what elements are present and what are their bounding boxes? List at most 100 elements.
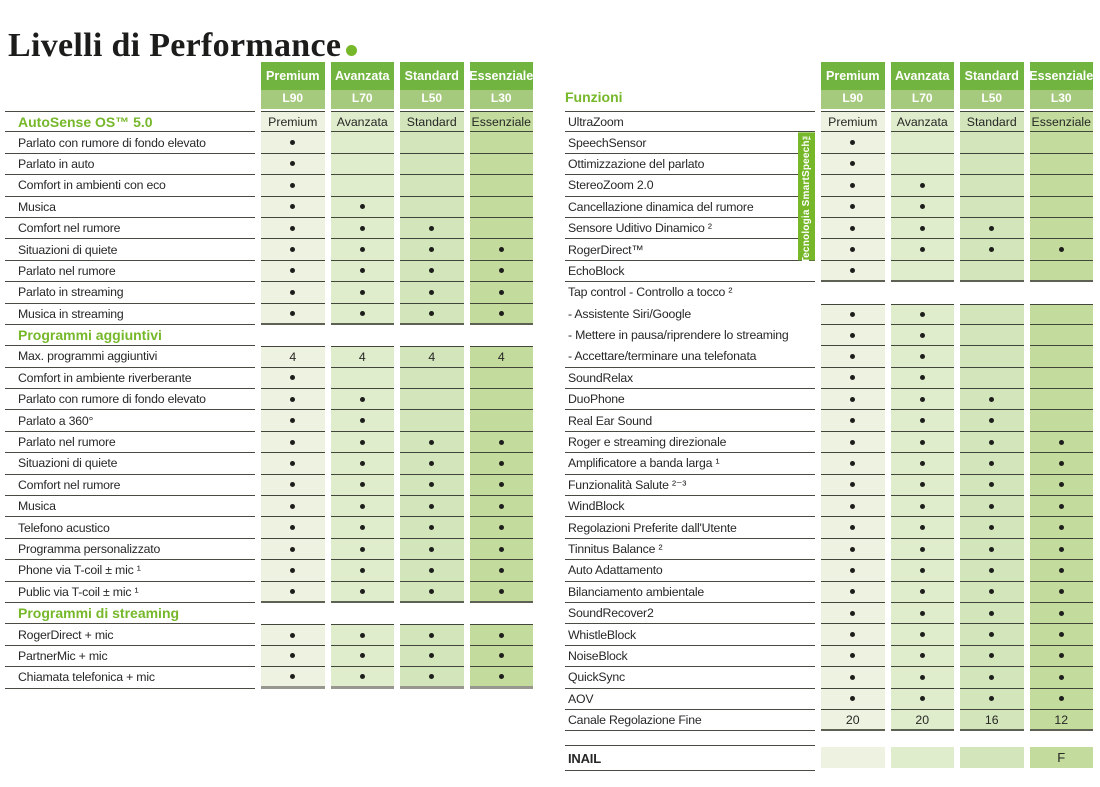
dot-icon <box>498 546 504 552</box>
availability-cell <box>890 217 954 240</box>
value-cell: Premium <box>821 111 885 133</box>
feature-label: Max. programmi aggiuntivi <box>5 346 255 368</box>
tier-header-row-right: Funzioni Premium L90 Avanzata L70 Standard L5… <box>565 62 1093 109</box>
dot-icon <box>498 673 504 679</box>
availability-cell <box>330 410 394 432</box>
availability-cell <box>469 431 533 454</box>
empty-cell <box>1029 346 1093 368</box>
functions-heading: Funzioni <box>565 89 623 105</box>
dot-icon <box>850 503 856 509</box>
dot-icon <box>919 332 925 338</box>
availability-cell <box>960 217 1024 240</box>
empty-cell <box>890 132 954 154</box>
feature-row: NoiseBlock <box>565 645 1093 668</box>
availability-cell <box>330 581 394 603</box>
availability-cell <box>1029 496 1093 518</box>
feature-label: Funzionalità Salute ²⁻³ <box>565 475 815 497</box>
dot-icon <box>429 460 435 466</box>
empty-cell <box>400 175 464 197</box>
availability-cell <box>821 324 885 347</box>
dot-icon <box>1058 610 1064 616</box>
feature-row: Tinnitus Balance ² <box>565 538 1093 561</box>
dot-icon <box>989 589 995 595</box>
feature-label: Parlato in auto <box>5 154 255 176</box>
dot-icon <box>1058 525 1064 531</box>
feature-label: Public via T-coil ± mic ¹ <box>5 582 255 603</box>
availability-cell <box>1029 560 1093 582</box>
availability-cell <box>330 538 394 561</box>
dot-icon <box>498 247 504 253</box>
dot-icon <box>989 546 995 552</box>
availability-cell <box>400 517 464 539</box>
dot-icon <box>919 589 925 595</box>
empty-cell <box>1029 389 1093 411</box>
availability-cell <box>821 260 885 283</box>
feature-label: Tinnitus Balance ² <box>565 539 815 561</box>
availability-cell <box>821 153 885 176</box>
feature-label: Roger e streaming direzionale <box>565 432 815 454</box>
dot-icon <box>359 289 365 295</box>
availability-cell <box>960 667 1024 689</box>
empty-cell <box>1029 175 1093 197</box>
feature-row: PartnerMic + mic <box>5 645 533 668</box>
performance-table-functions: Funzioni Premium L90 Avanzata L70 Standard L5… <box>565 62 1093 772</box>
availability-cell <box>330 474 394 497</box>
availability-cell <box>330 196 394 218</box>
feature-label: Sensore Uditivo Dinamico ² <box>565 218 815 240</box>
feature-label: - Mettere in pausa/riprendere lo streami… <box>568 328 789 343</box>
dot-icon <box>850 182 856 188</box>
dot-icon <box>919 610 925 616</box>
availability-cell <box>400 560 464 582</box>
dot-icon <box>498 567 504 573</box>
feature-row: Comfort nel rumore <box>5 474 533 497</box>
availability-cell <box>821 688 885 710</box>
tier-header-avanzata: Avanzata L70 <box>330 62 394 109</box>
availability-cell <box>261 153 325 176</box>
dot-icon <box>290 653 296 659</box>
availability-cell <box>469 624 533 646</box>
availability-cell <box>890 453 954 475</box>
dot-icon <box>1058 674 1064 680</box>
dot-icon <box>850 460 856 466</box>
feature-row: Parlato con rumore di fondo elevato <box>5 389 533 411</box>
dot-icon <box>1058 460 1064 466</box>
availability-cell <box>1029 474 1093 497</box>
availability-cell <box>890 645 954 668</box>
availability-cell <box>469 560 533 582</box>
availability-cell <box>400 624 464 646</box>
empty-cell <box>960 132 1024 154</box>
availability-cell <box>1029 667 1093 689</box>
availability-cell <box>469 581 533 603</box>
dot-icon <box>290 310 296 316</box>
dot-icon <box>989 525 995 531</box>
availability-cell <box>261 175 325 197</box>
availability-cell <box>261 517 325 539</box>
dot-icon <box>359 247 365 253</box>
availability-cell <box>890 517 954 539</box>
feature-label: RogerDirect + mic <box>5 624 255 646</box>
availability-cell <box>821 581 885 603</box>
dot-icon <box>429 546 435 552</box>
dot-icon <box>989 418 995 424</box>
availability-cell <box>960 517 1024 539</box>
feature-label: Bilanciamento ambientale <box>565 582 815 603</box>
feature-row: Roger e streaming direzionale <box>565 431 1093 454</box>
dot-icon <box>290 204 296 210</box>
feature-row: Parlato nel rumore <box>5 260 533 283</box>
feature-row: Auto Adattamento <box>565 560 1093 582</box>
section-row: Programmi di streaming <box>5 603 533 625</box>
feature-label: Parlato nel rumore <box>5 261 255 283</box>
section-title: AutoSense OS™ 5.0 <box>5 111 255 133</box>
empty-cell <box>960 175 1024 197</box>
availability-cell <box>821 453 885 475</box>
empty-cell <box>1029 132 1093 154</box>
inail-empty-cell <box>821 747 885 769</box>
empty-cell <box>469 367 533 390</box>
availability-cell <box>960 239 1024 261</box>
feature-label: Situazioni di quiete <box>5 453 255 475</box>
value-cell: 20 <box>821 709 885 732</box>
availability-cell <box>821 517 885 539</box>
dot-icon <box>919 247 925 253</box>
feature-label: Parlato nel rumore <box>5 432 255 454</box>
empty-cell <box>960 367 1024 390</box>
